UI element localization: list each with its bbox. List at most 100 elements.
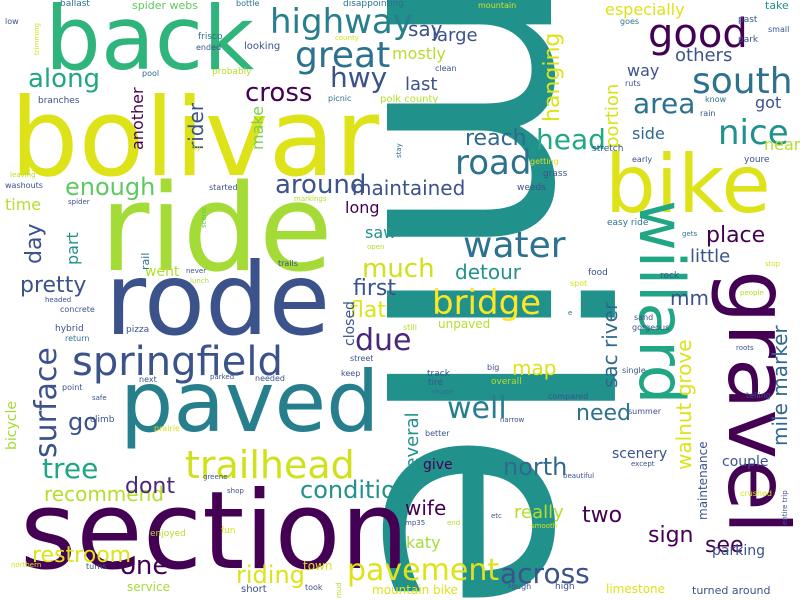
word: narrow [500,416,525,424]
word: mountain bike [372,583,458,597]
word: restroom [32,543,132,568]
word: ride [100,160,333,299]
word: greene [203,473,228,481]
word: make [248,106,267,150]
word: rider [184,102,208,150]
word: surface [29,347,64,458]
word: point [62,383,83,392]
word: end [447,519,461,527]
word: say [408,17,443,41]
word: stretch [592,144,624,154]
word: polk county [380,94,439,105]
word: disappointing [343,0,405,9]
word: give [423,457,453,473]
word: katy [406,533,441,552]
word: recommend [44,482,164,506]
word: sac river [598,301,622,388]
word: cross [245,78,313,108]
word: along [28,64,101,94]
word: easy ride [607,218,649,228]
word: side [632,124,665,143]
word: started [209,183,238,192]
word: turns [86,562,107,571]
word: others [675,45,733,66]
word: never [186,267,207,275]
word: branches [38,96,80,106]
word: good [648,11,748,57]
word: paved [120,353,380,451]
word: looking [244,41,281,52]
word: shop [227,487,244,495]
word: hybrid [55,324,84,334]
word: rode [105,241,331,358]
word: went [145,264,180,280]
word: great [295,35,391,76]
word: road [455,143,532,183]
word: reach [465,126,527,151]
word: day [22,223,47,264]
word: bottle [236,0,260,8]
word: washouts [5,181,43,190]
word: tree [42,452,99,485]
word: several [402,412,423,478]
word: early [632,155,653,164]
word: head [536,123,606,156]
word: section [20,469,409,594]
word: mostly [392,44,446,63]
word: last [405,74,438,95]
word: due [355,323,412,358]
word: past [738,15,758,25]
word: e [568,309,573,317]
word: keep [341,369,361,378]
word: headed [45,296,72,304]
word: rain [700,109,716,118]
word: spot [570,279,588,288]
word: beautiful [563,472,595,480]
word: really [514,502,564,523]
word: frisco [198,32,223,42]
word: back [45,0,255,90]
word: getting [530,157,559,166]
word: probably [212,67,252,77]
word: northern [11,561,42,569]
word: bicycle [4,401,20,450]
word: safe [92,394,107,402]
word: clean [435,64,457,73]
word: roots [736,344,754,352]
word: area [633,87,696,120]
word: portion [602,83,623,148]
word: service [127,580,170,594]
word: gorgeous [632,323,670,332]
word: town [303,559,333,573]
word: telling [746,391,771,400]
word: climb [90,415,115,425]
word: street [350,354,374,363]
word: open [367,243,385,251]
word: especially [605,0,685,19]
word: single [622,366,646,375]
word: condition [300,476,411,504]
word: unpaved [438,317,491,331]
word: small [768,25,790,34]
word: time [5,195,42,214]
word: walnut grove [672,339,696,470]
word: ruts [625,79,641,88]
word: needed [255,374,285,383]
word: well [447,391,507,426]
word: need [576,401,631,426]
word: turned around [692,584,771,597]
word: springfield [72,339,283,385]
word: two [582,503,623,528]
word: highway [270,2,413,42]
word: nice [718,113,789,153]
word: limestone [606,582,666,596]
word: wife [405,496,447,520]
word: etc [491,512,502,520]
word: map [512,356,557,380]
word: rough [508,582,532,591]
word: track [427,369,450,379]
word: sand [634,313,654,322]
word: grass [543,169,568,179]
word: trimming [33,22,41,55]
